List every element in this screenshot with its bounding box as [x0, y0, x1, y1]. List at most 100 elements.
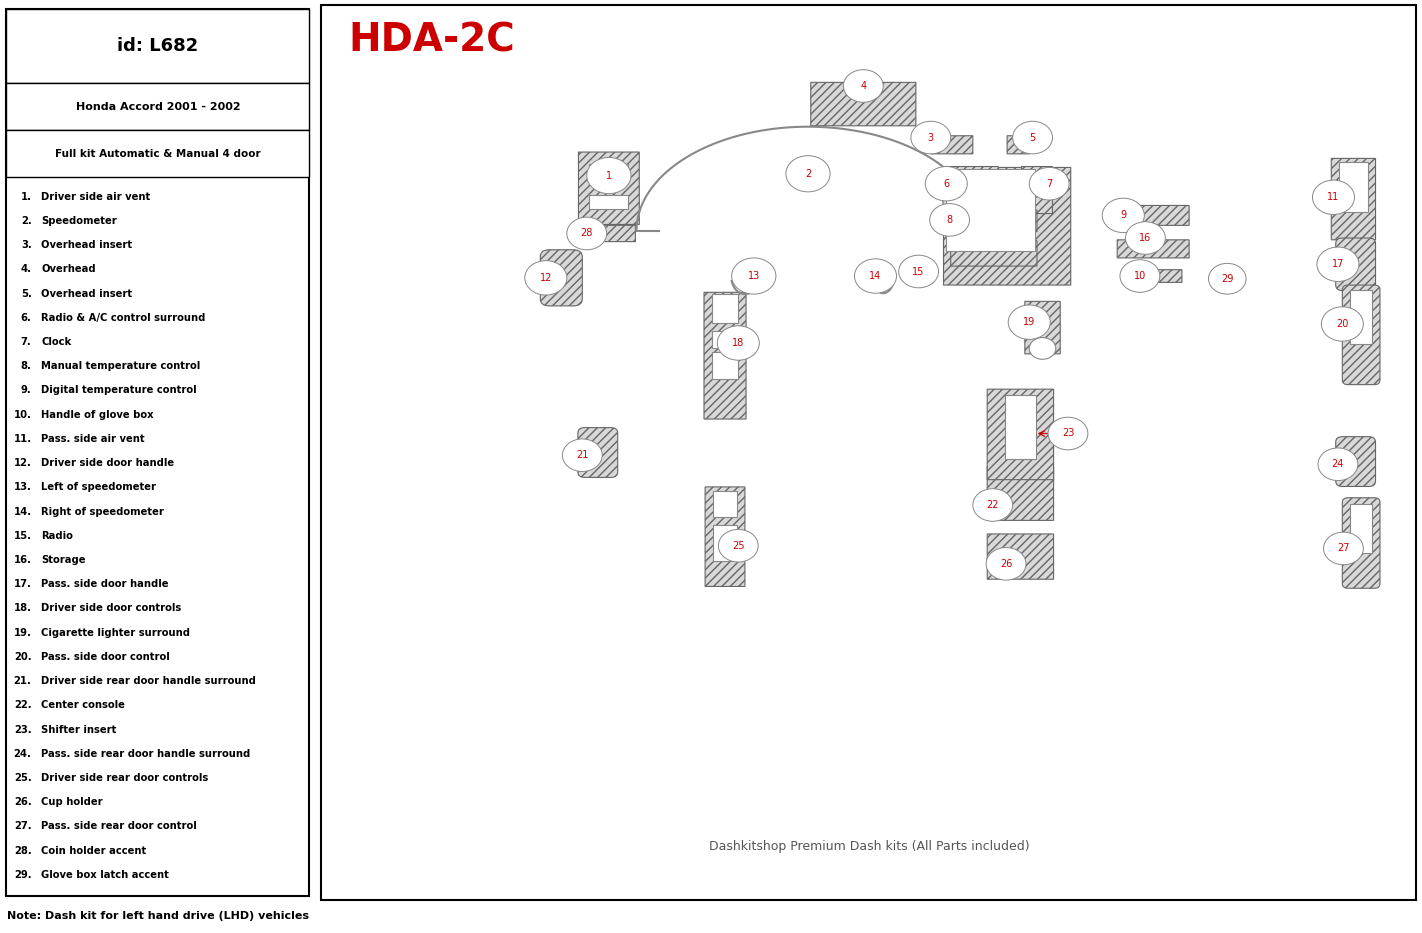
- FancyBboxPatch shape: [6, 131, 310, 177]
- Circle shape: [1012, 121, 1052, 154]
- Text: Pass. side door control: Pass. side door control: [41, 652, 169, 661]
- FancyBboxPatch shape: [987, 534, 1054, 579]
- FancyBboxPatch shape: [943, 166, 998, 214]
- Text: 18.: 18.: [14, 604, 31, 613]
- Text: 21: 21: [576, 451, 589, 460]
- FancyBboxPatch shape: [1335, 238, 1375, 290]
- Text: 13: 13: [748, 271, 759, 281]
- FancyBboxPatch shape: [1342, 285, 1379, 384]
- FancyBboxPatch shape: [946, 169, 1035, 251]
- Circle shape: [973, 489, 1012, 522]
- FancyBboxPatch shape: [811, 82, 916, 126]
- Circle shape: [717, 326, 759, 360]
- Text: 28.: 28.: [14, 845, 31, 856]
- Text: Note: Dash kit for left hand drive (LHD) vehicles: Note: Dash kit for left hand drive (LHD)…: [7, 912, 309, 921]
- Circle shape: [786, 156, 830, 192]
- Text: Cup holder: Cup holder: [41, 797, 102, 807]
- FancyBboxPatch shape: [1118, 205, 1189, 226]
- Text: 26: 26: [1000, 559, 1012, 569]
- FancyBboxPatch shape: [987, 389, 1054, 480]
- Circle shape: [1030, 167, 1069, 200]
- Text: 6: 6: [943, 179, 950, 188]
- Text: Storage: Storage: [41, 555, 85, 565]
- FancyBboxPatch shape: [1021, 166, 1052, 214]
- Text: Driver side door controls: Driver side door controls: [41, 604, 181, 613]
- Circle shape: [1317, 247, 1359, 282]
- FancyBboxPatch shape: [705, 487, 745, 587]
- Circle shape: [1313, 180, 1355, 215]
- Text: 19: 19: [1024, 317, 1035, 327]
- FancyBboxPatch shape: [712, 331, 738, 347]
- Text: Overhead insert: Overhead insert: [41, 240, 132, 250]
- Circle shape: [985, 548, 1025, 580]
- Text: 5: 5: [1030, 132, 1035, 143]
- Circle shape: [912, 121, 951, 154]
- FancyBboxPatch shape: [987, 466, 1054, 521]
- FancyBboxPatch shape: [1025, 301, 1061, 354]
- Text: 9: 9: [1121, 211, 1126, 220]
- Text: 2: 2: [805, 169, 811, 179]
- Text: 15: 15: [913, 267, 924, 276]
- FancyBboxPatch shape: [1349, 289, 1372, 344]
- Text: 23: 23: [1062, 428, 1074, 439]
- Text: 8: 8: [947, 215, 953, 225]
- Text: Overhead: Overhead: [41, 264, 95, 274]
- FancyBboxPatch shape: [540, 250, 582, 306]
- Text: Driver side rear door controls: Driver side rear door controls: [41, 773, 208, 783]
- Text: 27: 27: [1337, 543, 1349, 553]
- Text: 29: 29: [1221, 273, 1233, 284]
- Text: Glove box latch accent: Glove box latch accent: [41, 870, 169, 880]
- Text: Manual temperature control: Manual temperature control: [41, 361, 201, 371]
- Text: Driver side door handle: Driver side door handle: [41, 458, 173, 468]
- FancyBboxPatch shape: [6, 9, 310, 83]
- Text: Speedometer: Speedometer: [41, 216, 117, 226]
- Text: 4: 4: [860, 81, 866, 91]
- Circle shape: [587, 158, 631, 194]
- Circle shape: [1125, 222, 1166, 255]
- Text: 12.: 12.: [14, 458, 31, 468]
- Circle shape: [1121, 259, 1160, 292]
- Text: 23.: 23.: [14, 725, 31, 734]
- FancyBboxPatch shape: [1118, 240, 1189, 258]
- FancyBboxPatch shape: [321, 5, 1416, 900]
- FancyBboxPatch shape: [951, 241, 1037, 266]
- Text: 5.: 5.: [21, 288, 31, 299]
- Text: 14.: 14.: [13, 507, 31, 517]
- FancyBboxPatch shape: [712, 492, 737, 517]
- Circle shape: [525, 260, 567, 295]
- Circle shape: [930, 203, 970, 236]
- Text: Full kit Automatic & Manual 4 door: Full kit Automatic & Manual 4 door: [55, 149, 260, 159]
- FancyBboxPatch shape: [579, 152, 640, 225]
- Text: Overhead insert: Overhead insert: [41, 288, 132, 299]
- Text: id: L682: id: L682: [117, 37, 199, 55]
- FancyBboxPatch shape: [6, 83, 310, 131]
- Text: Honda Accord 2001 - 2002: Honda Accord 2001 - 2002: [75, 102, 240, 112]
- FancyBboxPatch shape: [1342, 497, 1379, 588]
- Text: 25.: 25.: [14, 773, 31, 783]
- Text: Pass. side air vent: Pass. side air vent: [41, 434, 145, 444]
- Circle shape: [926, 166, 967, 201]
- FancyBboxPatch shape: [944, 167, 1071, 285]
- FancyBboxPatch shape: [1007, 135, 1030, 154]
- FancyBboxPatch shape: [590, 195, 629, 209]
- FancyBboxPatch shape: [590, 164, 629, 184]
- FancyBboxPatch shape: [6, 9, 310, 896]
- Text: Driver side air vent: Driver side air vent: [41, 191, 151, 202]
- FancyBboxPatch shape: [1005, 396, 1035, 459]
- Text: 22.: 22.: [14, 701, 31, 710]
- Text: 17.: 17.: [14, 579, 31, 590]
- Text: Shifter insert: Shifter insert: [41, 725, 117, 734]
- Text: 21.: 21.: [14, 676, 31, 686]
- Circle shape: [1030, 338, 1055, 359]
- Text: Dashkitshop Premium Dash kits (All Parts included): Dashkitshop Premium Dash kits (All Parts…: [708, 840, 1030, 853]
- Text: 13.: 13.: [14, 482, 31, 493]
- Text: 2.: 2.: [21, 216, 31, 226]
- Text: 9.: 9.: [21, 385, 31, 396]
- Text: 10: 10: [1133, 271, 1146, 281]
- Text: Driver side rear door handle surround: Driver side rear door handle surround: [41, 676, 256, 686]
- Text: 18: 18: [732, 338, 745, 348]
- Text: 16: 16: [1139, 233, 1152, 243]
- Text: Digital temperature control: Digital temperature control: [41, 385, 196, 396]
- Text: 24: 24: [1332, 459, 1344, 469]
- Text: Pass. side rear door control: Pass. side rear door control: [41, 821, 196, 831]
